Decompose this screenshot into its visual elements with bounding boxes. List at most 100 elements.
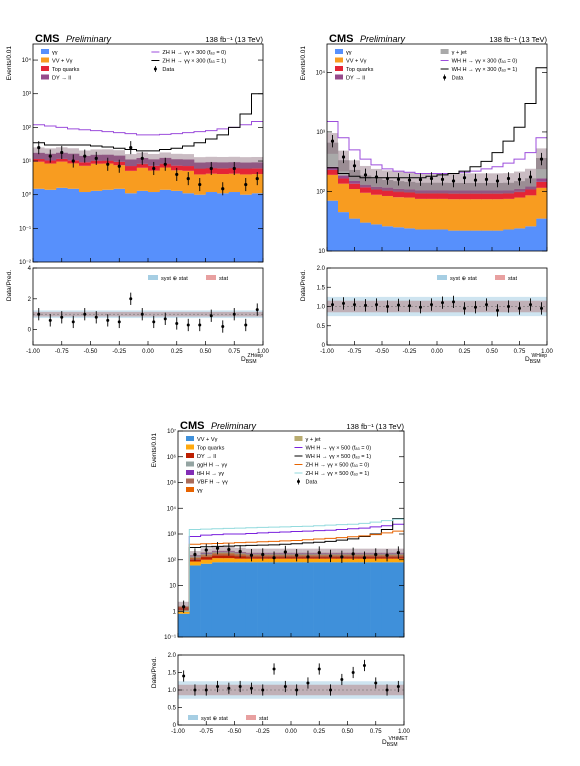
data-point-7 [249,553,254,557]
bar-2-2 [189,561,201,566]
legend: VV + Vγ Top quarks DY → ll ggH H → γγ ttH H … [186,436,371,722]
signal-line-4 [178,518,404,612]
y-tick-label-7: 10⁵ [167,480,177,487]
legend-label-2: VV + Vγ [346,59,367,65]
signal-line-1 [327,120,547,175]
legend-swatch-1 [335,49,343,54]
bar-1-14 [470,230,482,251]
legend-swatch-2 [41,57,49,63]
ratio-point-5 [227,686,231,690]
signal-line-1 [33,120,263,136]
data-point-16 [351,552,355,556]
uncertainty-band-9 [125,154,137,166]
ratio-y-axis-label: Data/Pred. [300,270,307,301]
bar-5-11 [437,182,449,191]
ratio-point-6 [238,685,242,688]
bar-3-1 [33,158,45,162]
ratio-legend-syst-swatch [437,275,447,280]
x-tick-label-8: 0.75 [370,729,382,735]
data-point-13 [462,176,467,180]
ratio-legend-stat-swatch [495,275,505,280]
bar-3-18 [514,191,526,198]
ratio-point-7 [106,318,110,322]
ratio-syst-band [33,310,263,319]
bar-3-15 [194,168,206,175]
bar-4-17 [217,162,229,169]
bar-3-4 [211,555,224,559]
bar-1-9 [268,562,280,637]
data-point-3 [352,164,357,168]
bar-2-13 [459,199,471,231]
bar-2-15 [481,199,493,231]
data-point-10 [283,550,287,554]
data-point-11 [152,166,156,171]
x-tick-label-2: -0.75 [199,729,213,735]
bar-5-10 [426,182,438,191]
ratio-point-1 [37,312,41,316]
bar-4-12 [448,190,460,194]
bar-4-20 [536,178,548,182]
bar-2-4 [360,192,372,223]
bar-4-9 [415,190,427,194]
bar-2-7 [393,197,405,228]
data-point-12 [451,179,456,183]
uncertainty-band-13 [171,153,183,166]
bar-2-12 [159,167,172,190]
x-tick-label-2: -0.75 [348,349,362,355]
legend-data-label: Data [305,480,318,486]
ratio-y-tick-label-3: 1.0 [317,305,326,311]
data-point-19 [528,175,533,179]
data-point-17 [221,187,225,191]
ratio-point-20 [396,685,400,688]
cms-label: CMS [329,33,353,45]
x-tick-label-5: 0.00 [431,349,443,355]
x-tick-label-8: 0.75 [514,349,526,355]
bar-2-5 [223,558,235,563]
bar-2-5 [371,194,383,225]
y-axis-label: Events/0.01 [300,46,307,81]
ratio-point-13 [175,321,179,325]
data-point-13 [317,550,321,555]
bar-2-17 [503,198,515,230]
bar-2-1 [327,174,339,201]
data-point-11 [440,177,445,181]
legend-label-1: γγ [346,50,352,56]
y-axis-label: Events/0.01 [151,433,158,468]
data-point-4 [363,173,368,177]
bar-3-8 [404,191,416,198]
legend-data-label: Data [452,76,465,82]
uncertainty-band-19 [240,157,252,169]
bar-2-10 [426,198,438,230]
legend-swatch-7 [186,487,194,492]
x-tick-label-7: 0.50 [342,729,354,735]
legend-data-marker [443,76,447,79]
bar-3-9 [415,193,427,199]
bar-4-1 [33,152,45,159]
x-tick-label-3: -0.50 [228,729,242,735]
data-point-2 [48,154,52,158]
legend-line-label-1: ZH H → γγ × 300 (fₐ₃ = 0) [162,50,226,56]
x-axis-label: DBSMWHℓep [525,353,547,365]
ratio-point-15 [485,303,488,307]
bar-1-2 [189,565,201,637]
bar-1-18 [228,192,241,262]
bar-2-18 [514,197,526,229]
bar-5-3 [349,169,361,181]
bar-3-1 [327,169,339,175]
ratio-point-18 [232,312,236,316]
legend-swatch-1 [186,436,194,441]
data-point-18 [232,166,236,171]
ratio-stat-band [33,311,263,317]
ratio-point-5 [83,312,87,316]
bar-1-9 [125,193,137,262]
uncertainty-band-4 [67,148,79,161]
ratio-point-1 [331,303,334,307]
ratio-point-12 [163,317,167,321]
y-tick-label-2: 10² [316,189,325,195]
data-point-14 [186,177,190,181]
legend-label-2: VV + Vγ [52,59,73,65]
bar-3-9 [125,166,137,171]
bar-1-5 [223,562,235,637]
bar-4-20 [251,162,264,169]
ratio-legend-stat-swatch [246,715,256,720]
